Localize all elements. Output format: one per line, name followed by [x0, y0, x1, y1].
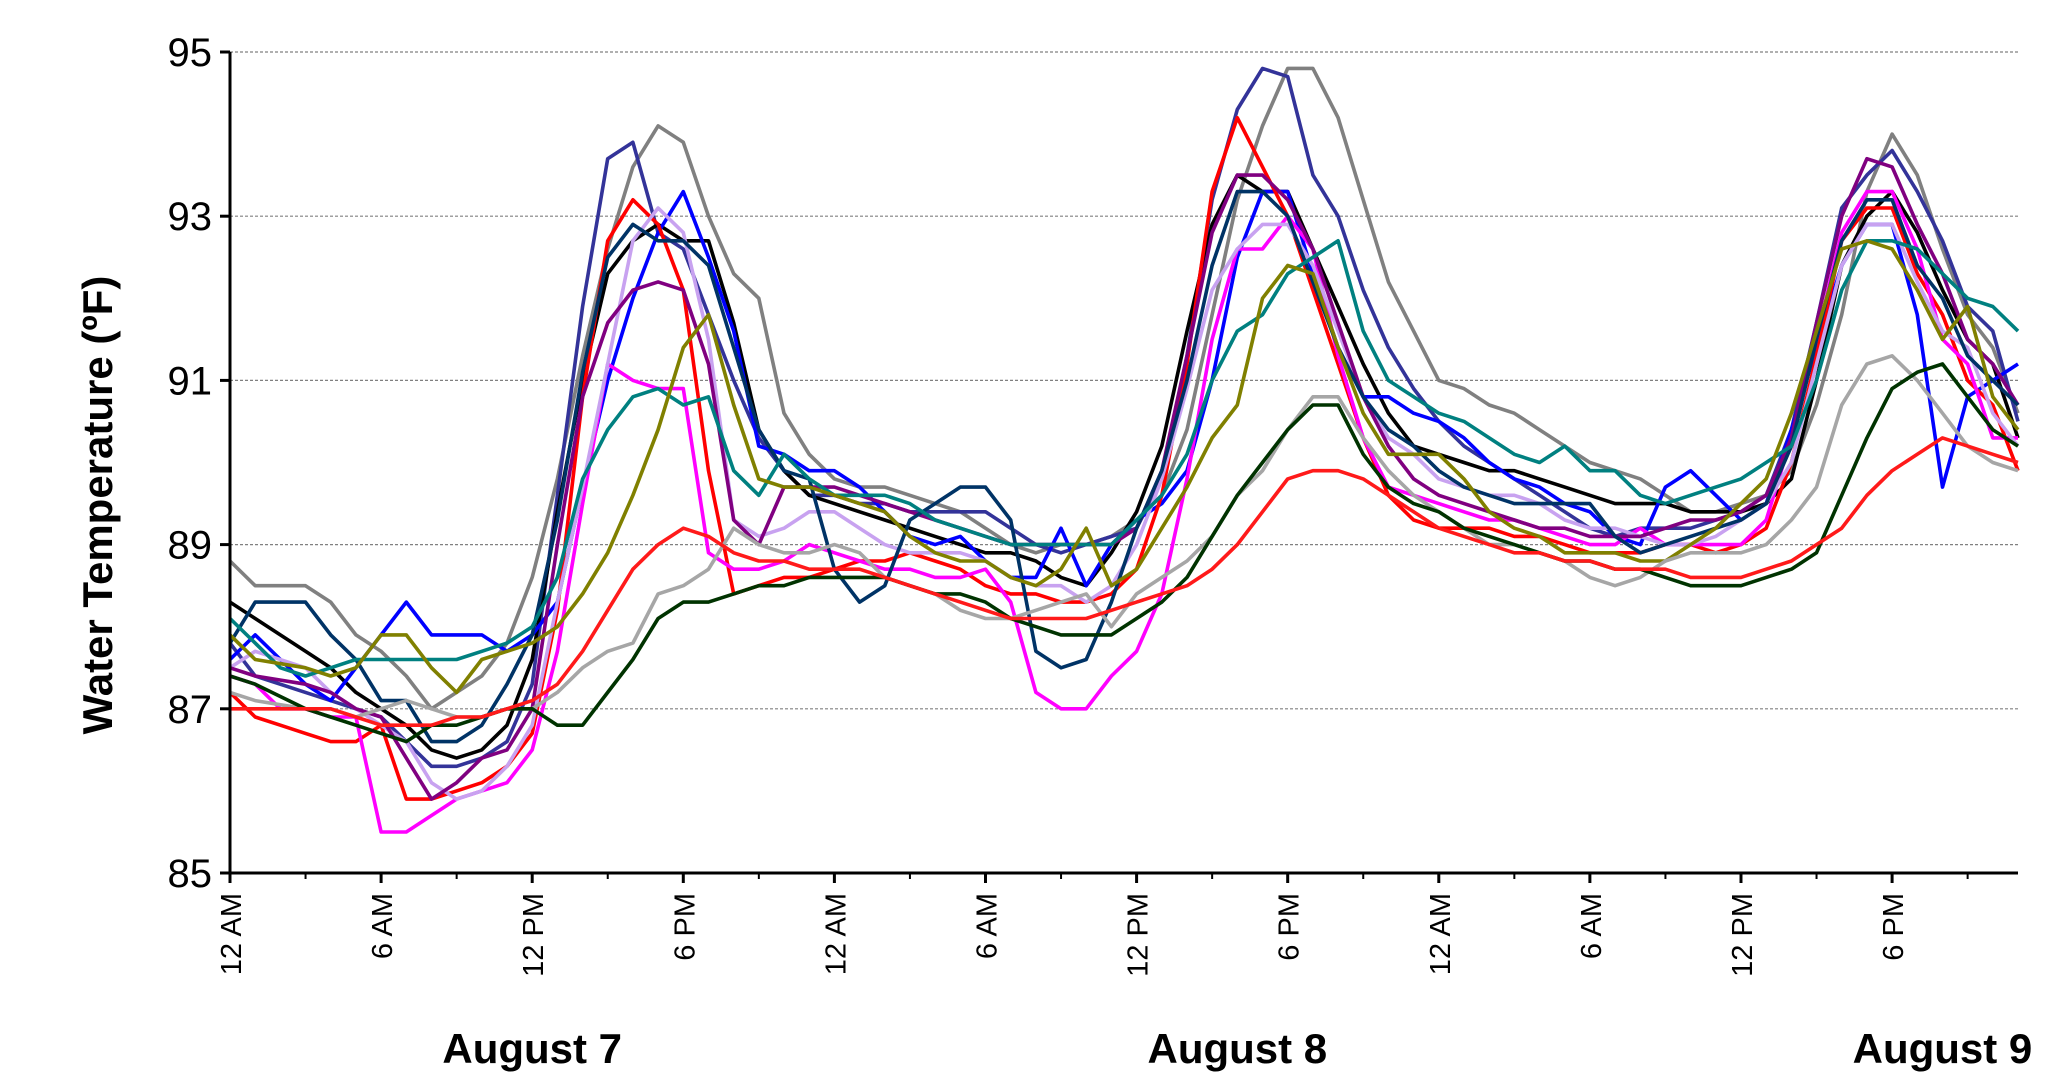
y-tick-label: 89	[168, 524, 213, 568]
date-label: August 9	[1853, 1025, 2033, 1072]
x-tick-label: 12 PM	[518, 893, 550, 977]
y-tick-label: 85	[168, 852, 213, 896]
y-tick-label: 91	[168, 359, 213, 403]
x-tick-label: 6 AM	[367, 893, 399, 959]
y-tick-label: 93	[168, 195, 213, 239]
series-line-7	[229, 206, 2020, 801]
date-label: August 8	[1147, 1025, 1327, 1072]
x-tick-label: 12 AM	[216, 893, 248, 975]
series-layer	[228, 66, 2020, 834]
series-line-13	[229, 362, 2019, 744]
x-tick-label: 6 PM	[1878, 893, 1910, 961]
x-tick-label: 12 AM	[820, 893, 852, 975]
x-tick-label: 6 PM	[669, 893, 701, 961]
date-labels: August 7 August 8 August 9	[442, 1025, 2032, 1072]
x-tick-label: 6 AM	[971, 893, 1003, 959]
series-line-4	[228, 189, 2019, 703]
series-line-12	[229, 353, 2019, 719]
axes	[228, 52, 2018, 875]
series-line-3	[229, 173, 2020, 760]
series-line-10	[228, 239, 2020, 678]
y-axis-title: Water Temperature (ºF)	[74, 276, 121, 735]
series-line-8	[229, 156, 2020, 801]
x-tick-label: 6 AM	[1576, 893, 1608, 959]
y-ticks: 85 87 89 91 93 95	[168, 31, 230, 896]
series-line-9	[228, 189, 2020, 744]
x-tick-label: 12 PM	[1123, 893, 1155, 977]
series-line-6	[229, 189, 2018, 834]
x-tick-label: 12 AM	[1425, 893, 1457, 975]
date-label: August 7	[442, 1025, 622, 1072]
x-ticks: 12 AM 6 AM 12 PM 6 PM 12 AM 6 AM 12 PM 6 PM 12 A…	[216, 873, 1969, 977]
x-tick-label: 6 PM	[1274, 893, 1306, 961]
y-tick-label: 87	[168, 688, 213, 732]
y-tick-label: 95	[168, 31, 213, 75]
x-tick-label: 12 PM	[1727, 893, 1759, 977]
series-line-14	[230, 436, 2019, 728]
series-line-11	[228, 239, 2020, 695]
